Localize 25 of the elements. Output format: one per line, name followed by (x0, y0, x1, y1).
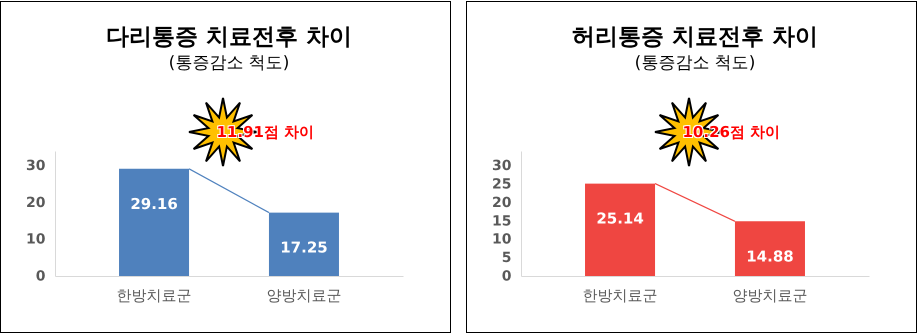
text: 10.26점 차이 (682, 122, 780, 142)
x-tick-label: 양방치료군 (266, 286, 342, 304)
data-label: 25.14 (596, 210, 644, 228)
y-tick-label: 15 (492, 213, 512, 230)
y-tick-label: 10 (26, 232, 46, 248)
y-tick-label: 25 (492, 176, 512, 193)
y-tick-label: 0 (36, 268, 46, 284)
text: 11.91점 차이 (216, 122, 314, 142)
y-tick-label: 20 (26, 194, 46, 211)
y-tick-label: 20 (492, 194, 512, 211)
y-tick-label: 5 (502, 250, 512, 266)
x-tick-label: 한방치료군 (116, 286, 192, 304)
chart-title: 허리통증 치료전후 차이 (572, 24, 818, 50)
chart-subtitle: (통증감소 척도) (168, 53, 290, 73)
data-label: 14.88 (746, 247, 794, 266)
y-tick-label: 0 (502, 268, 512, 284)
data-label: 29.16 (130, 194, 178, 213)
chart-subtitle: (통증감소 척도) (634, 53, 756, 73)
data-label: 17.25 (280, 238, 328, 257)
chart-title: 다리통증 치료전후 차이 (106, 24, 352, 50)
y-tick-label: 30 (26, 158, 46, 174)
x-tick-label: 한방치료군 (582, 286, 658, 304)
x-tick-label: 양방치료군 (732, 286, 808, 304)
y-tick-label: 10 (492, 232, 512, 248)
y-tick-label: 30 (492, 158, 512, 174)
